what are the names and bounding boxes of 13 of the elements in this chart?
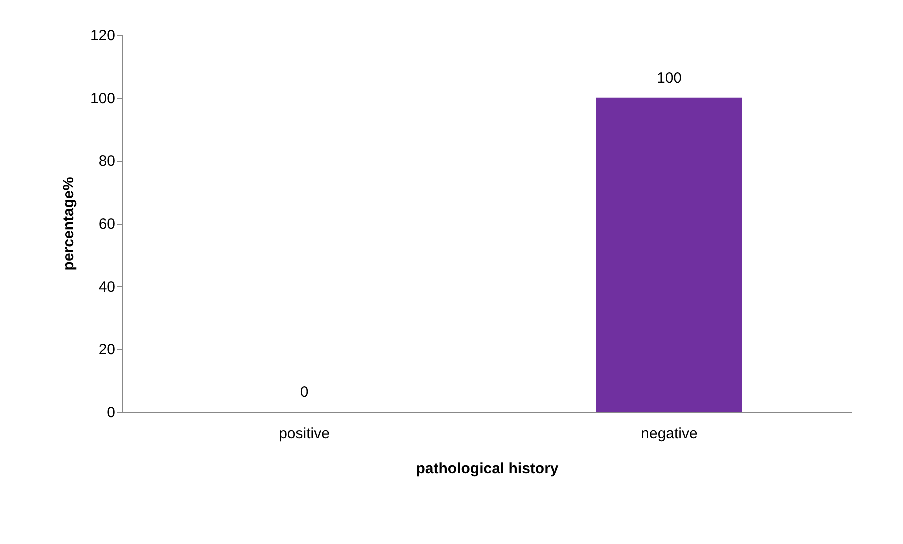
data-label: 100 bbox=[656, 70, 682, 87]
y-tick-label: 0 bbox=[107, 404, 116, 422]
x-tick-label: positive bbox=[279, 426, 330, 442]
x-tick-label: negative bbox=[641, 426, 698, 442]
y-tick-label: 20 bbox=[98, 342, 116, 359]
y-tick-label: 120 bbox=[90, 28, 116, 44]
data-label: 0 bbox=[300, 384, 309, 401]
y-axis-title: percentage% bbox=[60, 177, 78, 271]
y-tick-label: 60 bbox=[98, 216, 116, 233]
x-axis-title: pathological history bbox=[416, 460, 560, 478]
y-tick-label: 40 bbox=[98, 278, 116, 296]
y-tick-label: 100 bbox=[90, 90, 116, 108]
y-tick-label: 80 bbox=[98, 153, 116, 170]
